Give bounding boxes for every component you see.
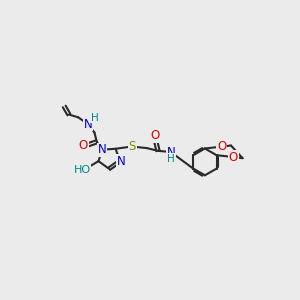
Text: H: H — [91, 113, 99, 123]
Text: HO: HO — [74, 165, 91, 175]
Text: O: O — [229, 151, 238, 164]
Text: N: N — [84, 118, 93, 131]
Text: H: H — [167, 154, 175, 164]
Text: O: O — [151, 129, 160, 142]
Text: O: O — [217, 140, 226, 153]
Text: N: N — [98, 143, 106, 156]
Text: N: N — [116, 155, 125, 168]
Text: O: O — [79, 139, 88, 152]
Text: N: N — [167, 146, 175, 158]
Text: S: S — [129, 140, 136, 153]
